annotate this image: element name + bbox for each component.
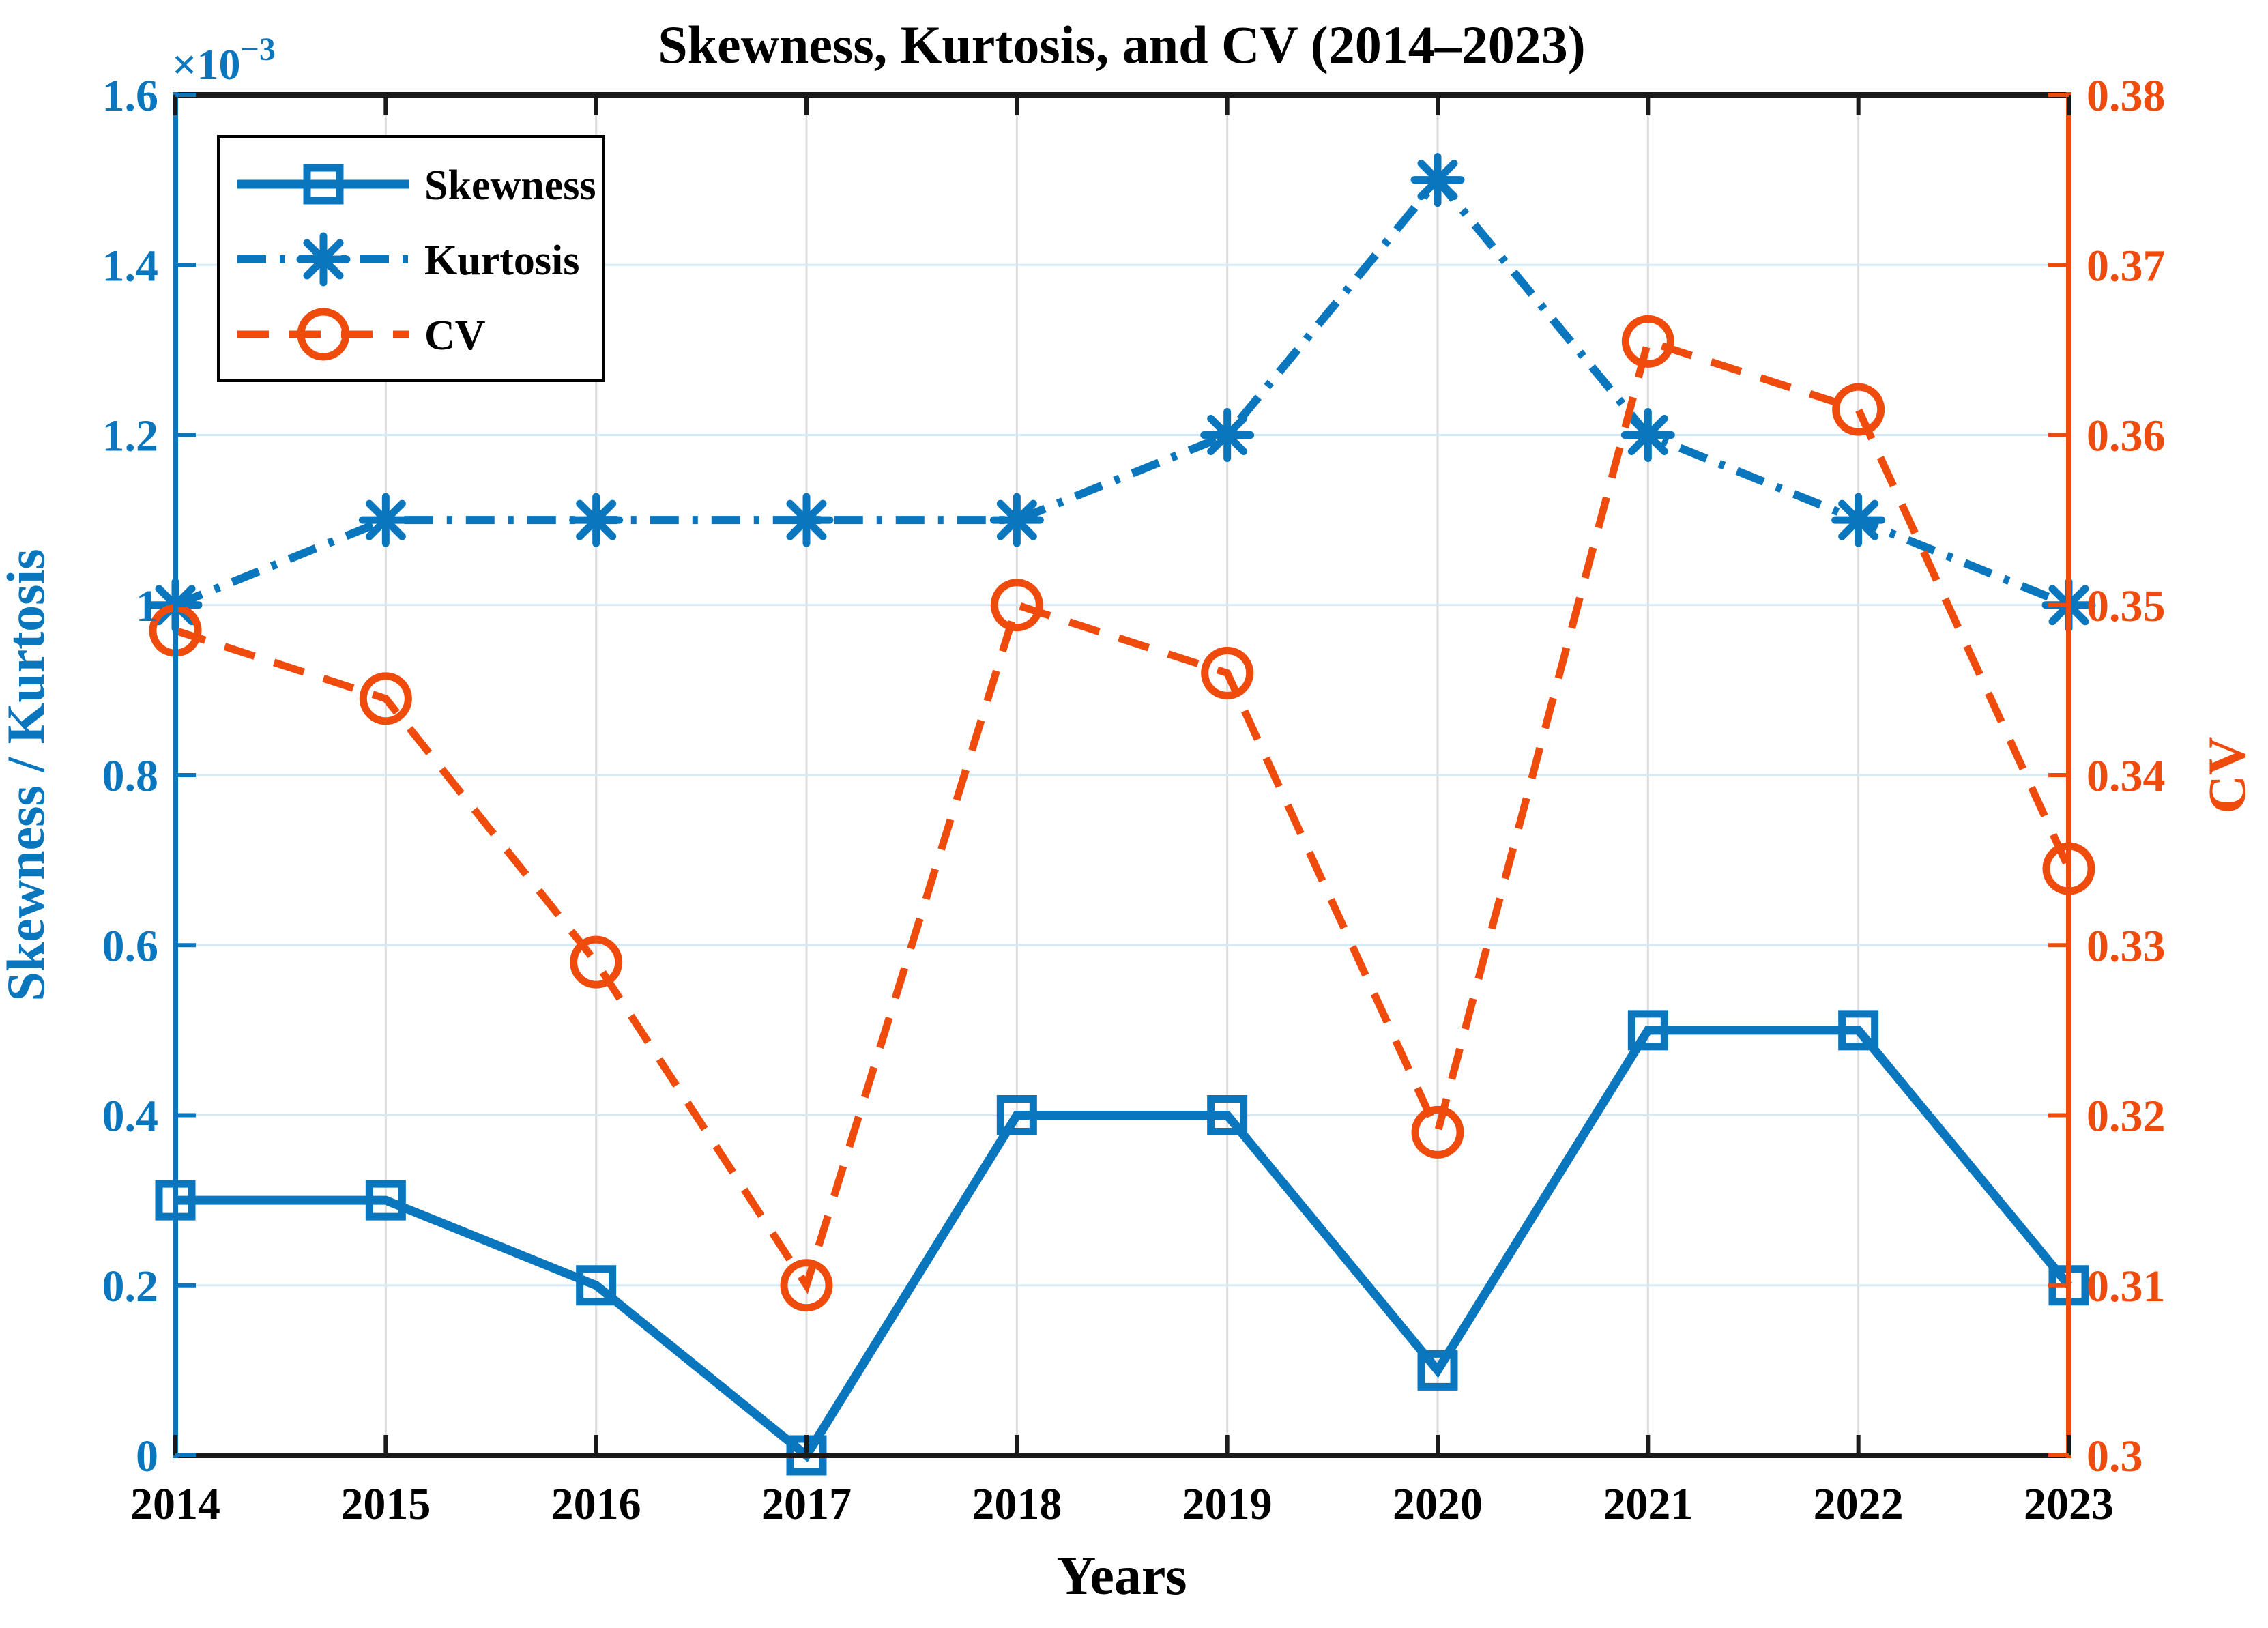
series-skewness — [155, 1010, 2089, 1476]
square-marker — [303, 164, 344, 205]
circle-marker — [359, 672, 412, 725]
circle-marker — [1411, 1105, 1464, 1159]
circle-marker — [780, 1259, 833, 1312]
series-cv — [149, 315, 2095, 1312]
x-tick-label: 2022 — [1814, 1479, 1904, 1529]
y-right-tick-label: 0.32 — [2087, 1092, 2166, 1142]
asterisk-marker — [1410, 153, 1465, 207]
x-tick-label: 2017 — [761, 1479, 852, 1529]
chart-title: Skewness, Kurtosis, and CV (2014–2023) — [658, 15, 1585, 74]
y-left-tick-label: 1.6 — [102, 71, 159, 121]
square-marker — [1207, 1095, 1248, 1135]
series-line-kurtosis — [173, 173, 2071, 609]
series-line-cv — [174, 336, 2073, 1294]
square-marker — [365, 1180, 406, 1221]
square-marker — [1417, 1350, 1458, 1391]
x-tick-label: 2015 — [340, 1479, 431, 1529]
circle-marker — [1832, 383, 1885, 436]
y-right-tick-label: 0.34 — [2087, 751, 2166, 801]
x-tick-label: 2016 — [551, 1479, 641, 1529]
x-tick-label: 2020 — [1393, 1479, 1483, 1529]
x-tick-label: 2021 — [1603, 1479, 1693, 1529]
square-marker — [1838, 1010, 1879, 1051]
legend-label: CV — [424, 312, 486, 359]
y-left-tick-label: 1 — [136, 581, 158, 631]
asterisk-spoke — [576, 499, 617, 540]
asterisk-marker — [1620, 408, 1675, 462]
x-tick-label: 2014 — [130, 1479, 220, 1529]
asterisk-marker — [1831, 493, 1886, 547]
legend-item-kurtosis: Kurtosis — [237, 232, 579, 287]
square-marker — [576, 1265, 617, 1306]
offset-base: ×10 — [172, 40, 240, 89]
circle-marker — [1201, 646, 1254, 699]
y-left-axis-offset: ×10−3 — [172, 31, 276, 89]
asterisk-marker — [358, 493, 413, 547]
legend-item-cv: CV — [237, 308, 486, 361]
y-right-tick-label: 0.38 — [2087, 71, 2166, 121]
y-left-tick-label: 0 — [136, 1431, 158, 1481]
series-line-skewness — [175, 1026, 2073, 1462]
asterisk-spoke — [1627, 415, 1668, 455]
y-right-tick-label: 0.33 — [2087, 921, 2166, 971]
circle-marker — [990, 579, 1043, 632]
y-left-tick-label: 0.6 — [102, 921, 159, 971]
circle-marker — [297, 308, 350, 361]
square-marker — [996, 1095, 1037, 1135]
asterisk-spoke — [996, 499, 1037, 540]
y-right-axis-label: CV — [2197, 737, 2256, 814]
asterisk-marker — [989, 493, 1044, 547]
asterisk-spoke — [786, 499, 827, 540]
legend-item-skewness: Skewness — [237, 162, 596, 209]
x-tick-label: 2018 — [972, 1479, 1062, 1529]
asterisk-marker — [1200, 408, 1255, 462]
y-left-tick-label: 1.4 — [102, 241, 159, 291]
offset-exponent: −3 — [240, 31, 275, 68]
legend-label: Skewness — [424, 162, 596, 209]
legend: Skewness Kurtosis CV — [217, 135, 605, 382]
y-right-tick-label: 0.3 — [2087, 1431, 2143, 1481]
circle-marker — [1621, 315, 1674, 368]
asterisk-spoke — [303, 239, 344, 280]
y-left-tick-label: 0.8 — [102, 751, 159, 801]
y-right-tick-label: 0.37 — [2087, 241, 2166, 291]
y-left-tick-label: 0.4 — [102, 1092, 159, 1142]
asterisk-spoke — [1838, 499, 1879, 540]
y-left-tick-label: 1.2 — [102, 411, 159, 461]
x-axis-label: Years — [1056, 1546, 1187, 1606]
y-left-axis-label: Skewness / Kurtosis — [0, 549, 55, 1001]
asterisk-marker — [296, 232, 351, 287]
x-tick-label: 2019 — [1182, 1479, 1273, 1529]
legend-label: Kurtosis — [424, 237, 579, 284]
asterisk-marker — [779, 493, 834, 547]
y-left-tick-label: 0.2 — [102, 1262, 159, 1311]
asterisk-spoke — [1207, 415, 1248, 455]
axes-layer — [173, 92, 2071, 1458]
x-tick-label: 2023 — [2024, 1479, 2114, 1529]
y-right-tick-label: 0.35 — [2087, 581, 2166, 631]
y-right-tick-label: 0.31 — [2087, 1262, 2166, 1311]
asterisk-spoke — [365, 499, 406, 540]
tick-label-layer: 2014 2015 2016 2017 2018 2019 2020 2021 2022 2023… — [102, 71, 2166, 1529]
asterisk-spoke — [1417, 160, 1458, 201]
asterisk-marker — [569, 493, 624, 547]
square-marker — [1627, 1010, 1668, 1051]
y-right-tick-label: 0.36 — [2087, 411, 2166, 461]
circle-marker — [570, 935, 623, 989]
